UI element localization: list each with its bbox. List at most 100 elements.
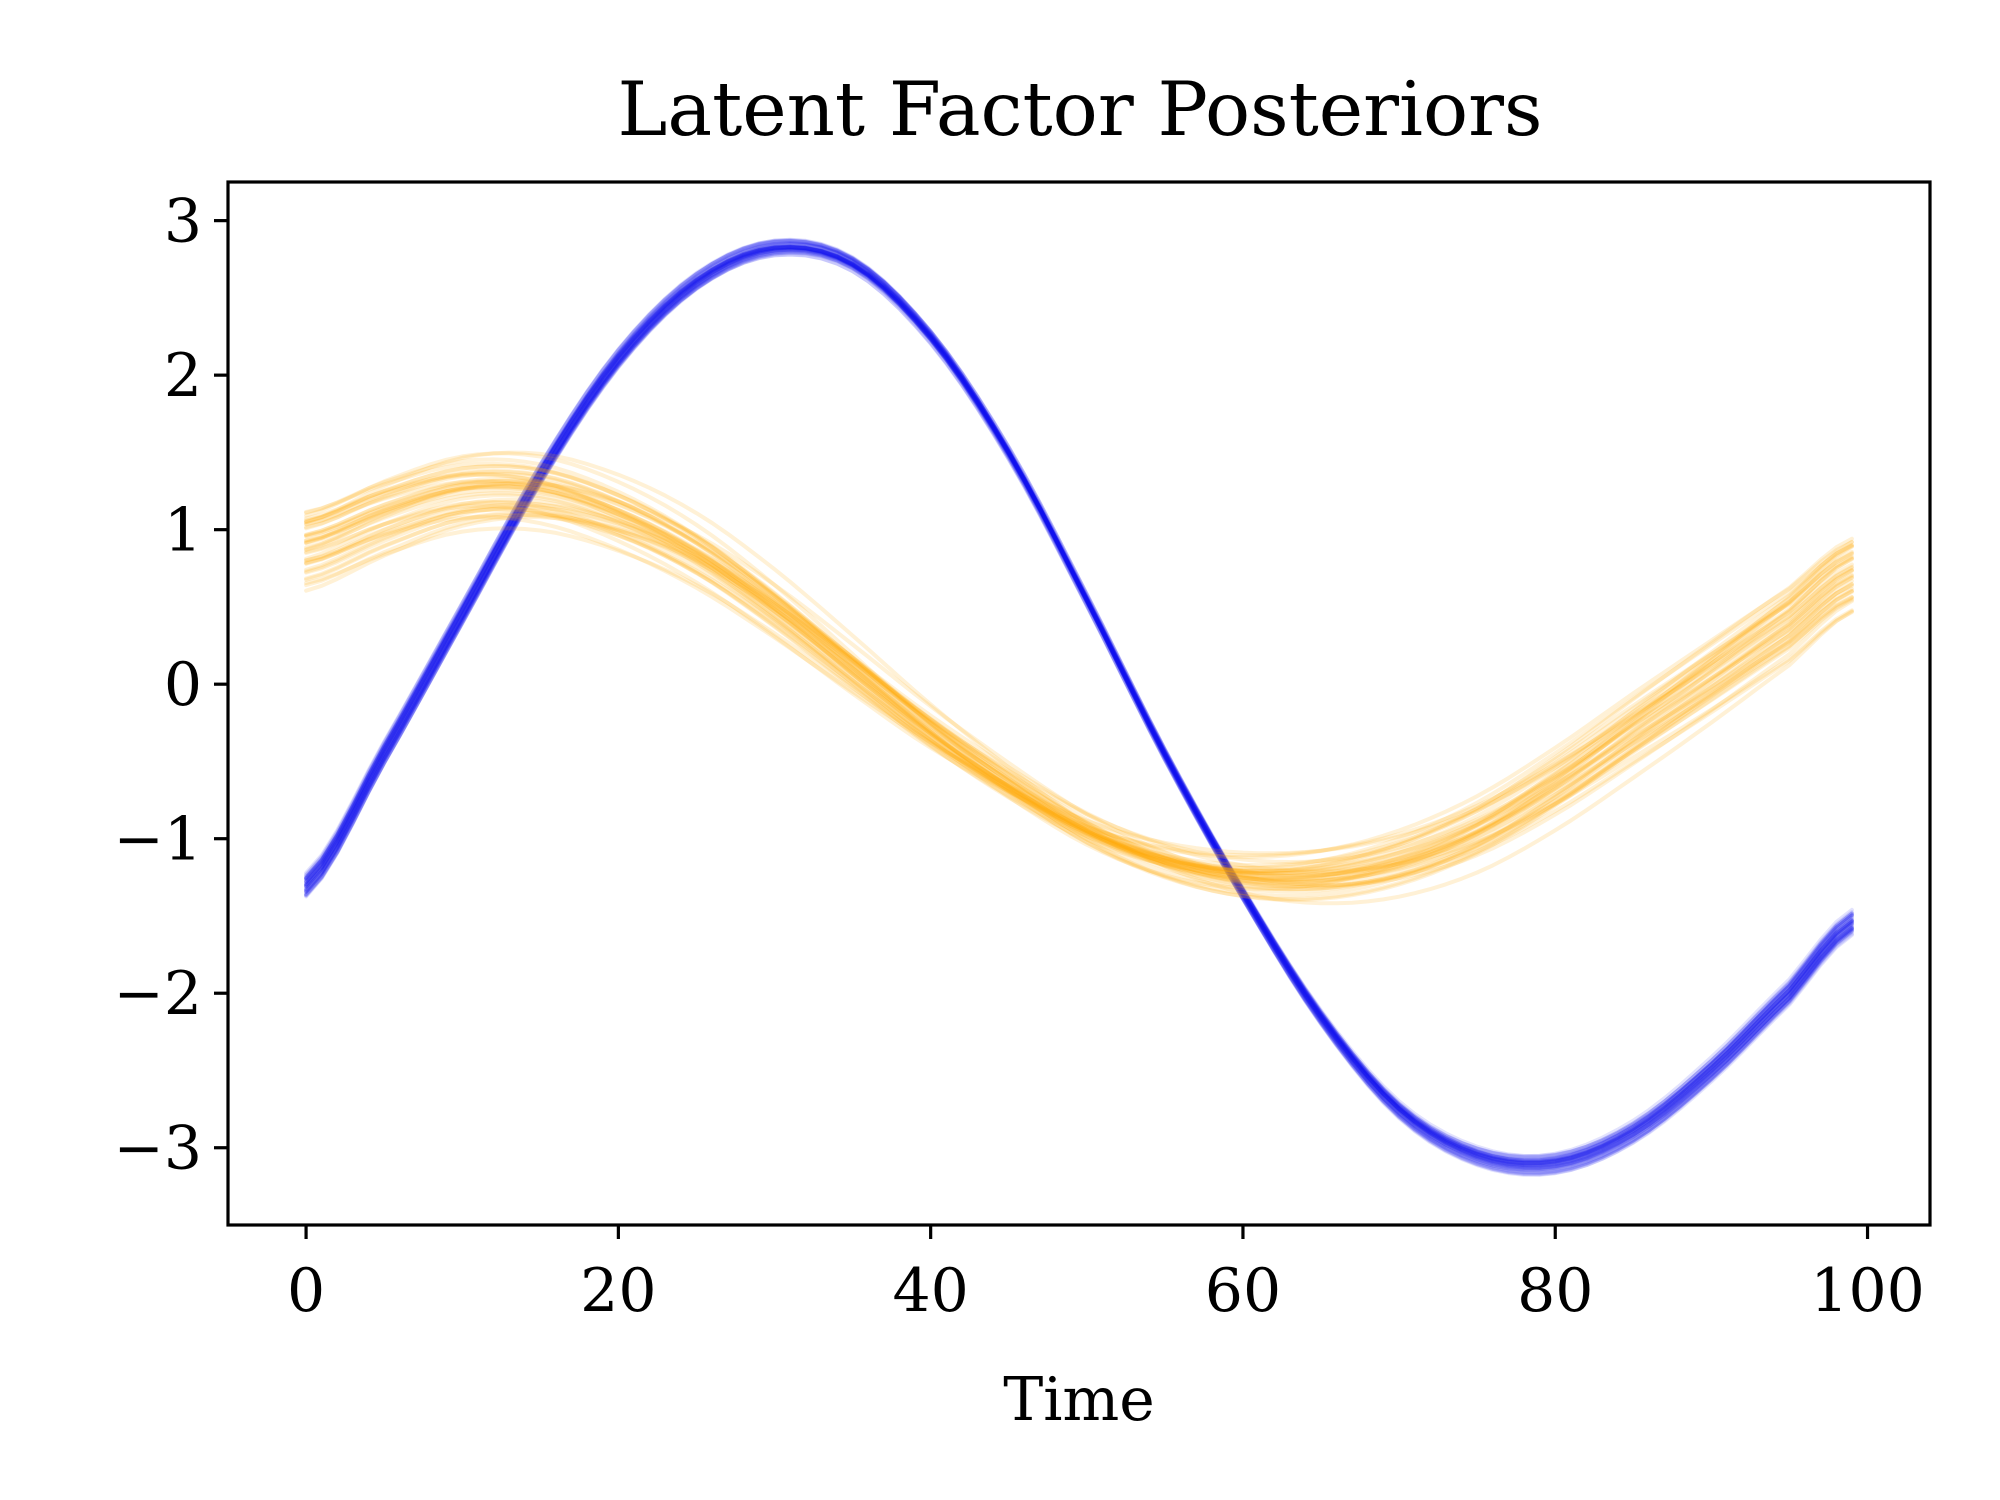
x-axis-label: Time: [1003, 1365, 1155, 1435]
series-1-sample-line: [304, 244, 1854, 1168]
y-tick-label: −3: [114, 1114, 202, 1184]
series-2-sample-line: [304, 469, 1854, 898]
series-1-sample-line: [304, 247, 1854, 1164]
series-1-sample-line: [304, 252, 1854, 1164]
series-2-sample-line: [304, 457, 1854, 901]
series-1-sample-line: [304, 245, 1854, 1172]
series-1-sample-line: [304, 245, 1854, 1167]
series-2-sample-line: [304, 479, 1854, 876]
series-1-sample-line: [304, 244, 1854, 1167]
series-1: [304, 237, 1854, 1177]
series-2-sample-line: [304, 480, 1854, 879]
y-tick-label: 3: [164, 187, 202, 257]
series-1-sample-line: [304, 248, 1854, 1163]
series-1-sample-line: [304, 250, 1854, 1160]
series-2-sample-line: [304, 510, 1854, 864]
series-1-sample-line: [304, 250, 1854, 1163]
y-tick-label: 2: [164, 341, 202, 411]
series-2-sample-line: [304, 515, 1854, 878]
series-1-sample-line: [304, 244, 1854, 1166]
series-1-sample-line: [304, 247, 1854, 1166]
series-1-sample-line: [304, 246, 1854, 1165]
series-2-sample-line: [304, 497, 1854, 881]
series-1-sample-line: [304, 239, 1854, 1175]
series-1-sample-line: [304, 245, 1854, 1168]
y-tick-label: −1: [114, 805, 202, 875]
x-tick-label: 60: [1205, 1256, 1281, 1326]
series-1-sample-line: [304, 242, 1854, 1169]
x-tick-label: 0: [287, 1256, 325, 1326]
series-2-sample-line: [304, 502, 1854, 884]
series-1-sample-line: [304, 243, 1854, 1170]
series-2-sample-line: [304, 504, 1854, 874]
series-layer: [304, 237, 1854, 1177]
series-2-sample-line: [304, 526, 1854, 860]
x-axis: 0 20 40 60 80 100: [287, 1225, 1925, 1326]
series-2-sample-line: [304, 476, 1854, 883]
series-2-sample-line: [304, 500, 1854, 876]
series-2-sample-line: [304, 506, 1854, 870]
series-1-sample-line: [304, 238, 1854, 1176]
series-1-sample-line: [304, 252, 1854, 1158]
series-1-sample-line: [304, 238, 1854, 1175]
series-2: [304, 450, 1854, 906]
series-2-sample-line: [304, 461, 1854, 888]
y-tick-label: 0: [164, 650, 202, 720]
series-1-sample-line: [304, 241, 1854, 1173]
series-2-sample-line: [304, 464, 1854, 891]
y-axis: 3 2 1 0 −1 −2 −3: [114, 187, 228, 1184]
series-2-sample-line: [304, 488, 1854, 874]
chart-title: Latent Factor Posteriors: [618, 65, 1543, 153]
series-2-sample-line: [304, 468, 1854, 894]
series-2-sample-line: [304, 472, 1854, 876]
series-2-sample-line: [304, 507, 1854, 871]
series-1-sample-line: [304, 245, 1854, 1166]
series-2-sample-line: [304, 491, 1854, 878]
x-tick-label: 40: [892, 1256, 968, 1326]
series-1-sample-line: [304, 245, 1854, 1163]
series-1-sample-line: [304, 244, 1854, 1169]
series-1-sample-line: [304, 241, 1854, 1173]
series-1-sample-line: [304, 242, 1854, 1170]
series-1-sample-line: [304, 250, 1854, 1160]
series-1-sample-line: [304, 242, 1854, 1170]
series-2-sample-line: [304, 484, 1854, 882]
series-1-sample-line: [304, 246, 1854, 1166]
series-2-sample-line: [304, 515, 1854, 856]
series-1-sample-line: [304, 242, 1854, 1171]
series-2-sample-line: [304, 484, 1854, 882]
x-tick-label: 100: [1810, 1256, 1925, 1326]
series-2-sample-line: [304, 450, 1854, 906]
x-tick-label: 80: [1517, 1256, 1593, 1326]
series-2-sample-line: [304, 464, 1854, 892]
series-1-sample-line: [304, 245, 1854, 1168]
series-1-sample-line: [304, 246, 1854, 1164]
series-2-sample-line: [304, 500, 1854, 868]
y-tick-label: 1: [164, 496, 202, 566]
series-2-sample-line: [304, 493, 1854, 875]
series-2-sample-line: [304, 484, 1854, 882]
series-2-sample-line: [304, 479, 1854, 885]
series-2-sample-line: [304, 451, 1854, 902]
series-1-sample-line: [304, 237, 1854, 1172]
series-2-sample-line: [304, 481, 1854, 888]
series-2-sample-line: [304, 512, 1854, 874]
series-1-sample-line: [304, 245, 1854, 1168]
series-2-sample-line: [304, 503, 1854, 858]
series-1-sample-line: [304, 247, 1854, 1163]
series-1-sample-line: [304, 248, 1854, 1163]
series-1-sample-line: [304, 239, 1854, 1177]
series-1-sample-line: [304, 248, 1854, 1159]
series-1-sample-line: [304, 245, 1854, 1166]
series-2-sample-line: [304, 472, 1854, 873]
series-1-sample-line: [304, 238, 1854, 1177]
series-1-sample-line: [304, 249, 1854, 1162]
series-2-sample-line: [304, 513, 1854, 884]
series-2-sample-line: [304, 485, 1854, 878]
series-2-sample-line: [304, 481, 1854, 891]
series-2-sample-line: [304, 505, 1854, 887]
plot-frame: [226, 180, 1932, 1227]
